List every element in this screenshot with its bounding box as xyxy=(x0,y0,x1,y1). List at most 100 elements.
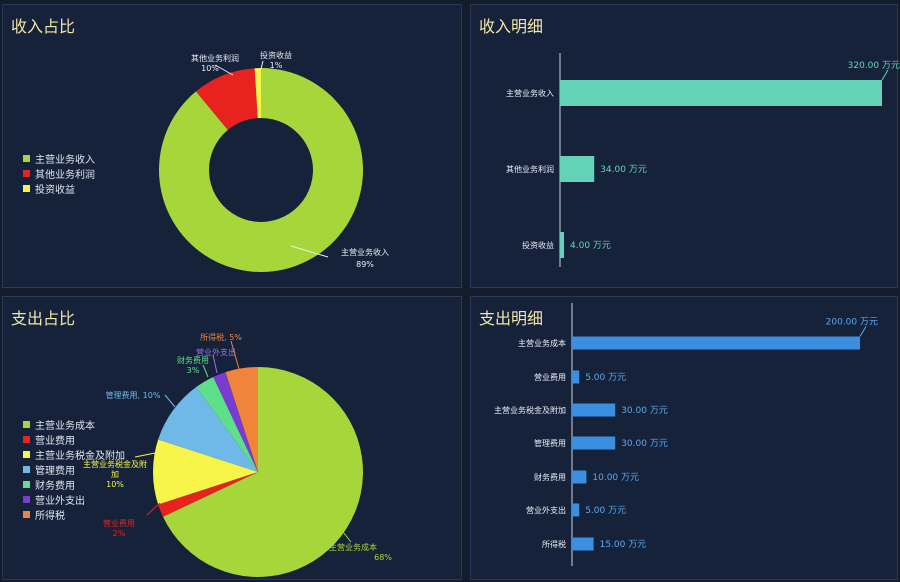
bar xyxy=(560,80,882,106)
legend-label: 管理费用 xyxy=(35,466,75,477)
category-label: 主营业务成本 xyxy=(518,338,566,348)
income-share-panel: 收入占比 主营业务收入 其他业务利润 投资收益 主营业务收入 89% 其他业务利润 10%… xyxy=(2,4,462,288)
bar xyxy=(572,503,580,517)
legend-item[interactable]: 其他业务利润 xyxy=(23,166,95,181)
value-label: 30.00 万元 xyxy=(621,406,668,416)
bar xyxy=(572,336,860,350)
value-label: 200.00 万元 xyxy=(826,318,878,328)
slice-label: 所得税, 5% xyxy=(200,332,242,342)
pie-slice xyxy=(196,376,258,472)
slice-label: 3% xyxy=(187,366,200,375)
legend-label: 主营业务收入 xyxy=(35,155,95,166)
label-leader-line xyxy=(134,452,156,458)
label-leader-line xyxy=(202,364,209,378)
expense-share-legend: 主营业务成本 营业费用主营业务税金及附加 管理费用财务费用营业外支出所得税 xyxy=(23,417,125,522)
label-leader-line xyxy=(164,394,176,408)
legend-swatch xyxy=(23,451,30,458)
pie-slice xyxy=(162,367,364,577)
legend-item[interactable]: 所得税 xyxy=(23,507,125,522)
legend-item[interactable]: 财务费用 xyxy=(23,477,125,492)
legend-item[interactable]: 管理费用 xyxy=(23,462,125,477)
legend-swatch xyxy=(23,511,30,518)
legend-label: 主营业务成本 xyxy=(35,421,95,432)
slice-label: 财务费用 xyxy=(177,355,209,365)
slice-percent: 89% xyxy=(356,260,374,269)
legend-item[interactable]: 营业费用 xyxy=(23,432,125,447)
legend-label: 财务费用 xyxy=(35,481,75,492)
legend-label: 投资收益 xyxy=(35,185,75,196)
bar xyxy=(572,436,616,450)
category-label: 主营业务税金及附加 xyxy=(494,405,566,415)
legend-swatch xyxy=(23,155,30,162)
category-label: 投资收益 xyxy=(522,240,554,250)
bar xyxy=(572,537,594,551)
slice-label: 营业外支出 xyxy=(196,347,236,357)
slice-label: 主营业务成本 xyxy=(329,542,377,552)
value-leader-line xyxy=(881,69,889,81)
label-leader-line xyxy=(212,354,218,374)
category-label: 财务费用 xyxy=(534,472,566,482)
label-leader-line xyxy=(214,64,234,76)
slice-label: 68% xyxy=(374,553,392,562)
label-leader-line xyxy=(322,506,352,543)
legend-swatch xyxy=(23,185,30,192)
legend-label: 其他业务利润 xyxy=(35,170,95,181)
label-leader-line xyxy=(146,502,161,516)
slice-label: 投资收益 xyxy=(260,50,292,60)
slice-label: 营业费用 xyxy=(103,518,135,528)
legend-label: 所得税 xyxy=(35,511,65,522)
pie-slice xyxy=(213,372,258,472)
income-share-legend: 主营业务收入 其他业务利润 投资收益 xyxy=(23,151,95,196)
slice-percent: 10% xyxy=(201,64,219,73)
slice-label: 10% xyxy=(106,480,124,489)
value-label: 5.00 万元 xyxy=(585,373,626,383)
pie-slice xyxy=(158,387,258,472)
expense-detail-panel: 支出明细 主营业务成本 200.00 万元 营业费用 5.00 万元 主营业务税金及附加… xyxy=(470,296,898,580)
value-label: 34.00 万元 xyxy=(600,165,647,175)
bar xyxy=(560,156,595,182)
legend-label: 营业外支出 xyxy=(35,496,85,507)
value-label: 5.00 万元 xyxy=(585,506,626,516)
category-label: 管理费用 xyxy=(534,438,566,448)
bar xyxy=(572,403,616,417)
category-label: 主营业务收入 xyxy=(506,88,554,98)
pie-slice xyxy=(158,472,258,517)
label-leader-line xyxy=(290,245,329,258)
slice-percent: 1% xyxy=(270,61,283,70)
pie-slice xyxy=(195,68,258,130)
panel-title: 支出占比 xyxy=(11,309,76,328)
expense-share-panel: 支出占比 主营业务成本 营业费用 主营业务税金及附加 管理费用 财务费用 营业外支出 所得税… xyxy=(2,296,462,580)
label-leader-line xyxy=(230,340,240,370)
legend-label: 营业费用 xyxy=(35,436,75,447)
income-detail-panel: 收入明细 主营业务收入 320.00 万元 其他业务利润 34.00 万元 投资收益 4.… xyxy=(470,4,900,288)
pie-slice xyxy=(254,68,261,119)
legend-item[interactable]: 主营业务成本 xyxy=(23,417,125,432)
slice-label: 2% xyxy=(113,529,126,538)
legend-item[interactable]: 主营业务税金及附加 xyxy=(23,447,125,462)
slice-label: 加 xyxy=(111,469,119,479)
legend-item[interactable]: 投资收益 xyxy=(23,181,95,196)
legend-item[interactable]: 营业外支出 xyxy=(23,492,125,507)
value-label: 15.00 万元 xyxy=(600,540,647,550)
category-label: 其他业务利润 xyxy=(506,164,554,174)
value-leader-line xyxy=(859,326,867,337)
pie-slice xyxy=(225,367,258,472)
value-label: 30.00 万元 xyxy=(621,439,668,449)
legend-label: 主营业务税金及附加 xyxy=(35,451,125,462)
legend-swatch xyxy=(23,496,30,503)
bar xyxy=(560,232,565,258)
category-label: 营业外支出 xyxy=(526,505,566,515)
legend-item[interactable]: 主营业务收入 xyxy=(23,151,95,166)
slice-label: 其他业务利润 xyxy=(191,53,239,63)
legend-swatch xyxy=(23,466,30,473)
legend-swatch xyxy=(23,481,30,488)
legend-swatch xyxy=(23,436,30,443)
panel-title: 收入明细 xyxy=(479,17,544,36)
pie-slice xyxy=(153,439,258,505)
panel-title: 支出明细 xyxy=(479,309,544,328)
category-label: 营业费用 xyxy=(534,372,566,382)
value-label: 4.00 万元 xyxy=(570,241,611,251)
